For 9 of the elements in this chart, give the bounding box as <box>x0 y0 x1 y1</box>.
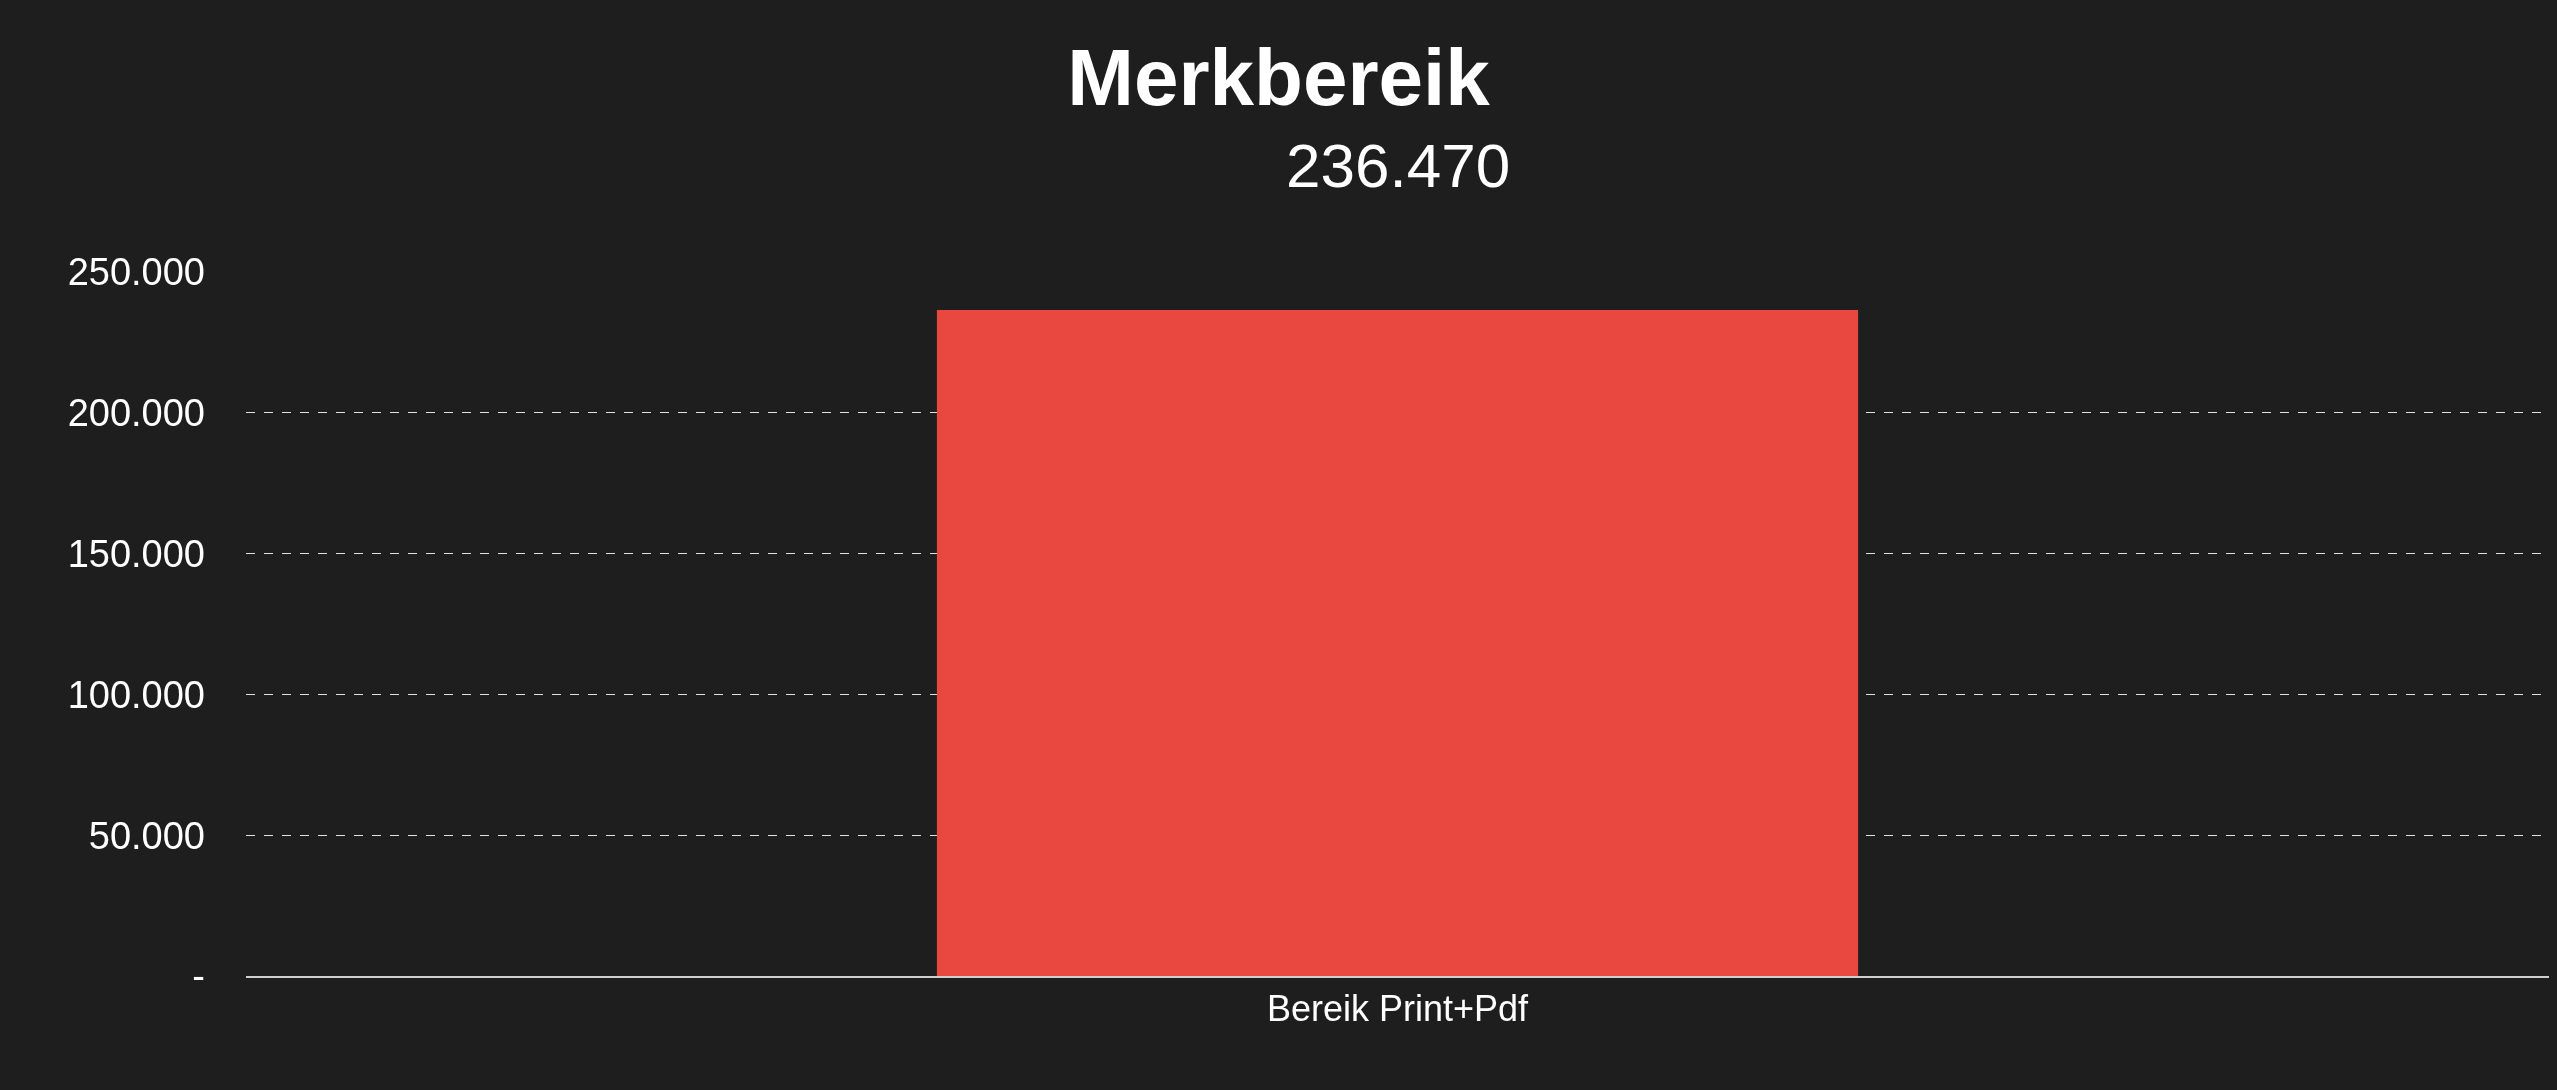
y-tick-label: 100.000 <box>67 673 205 716</box>
y-tick-label: 150.000 <box>67 532 205 575</box>
y-tick-label: 50.000 <box>88 814 205 857</box>
y-tick-label: 250.000 <box>67 251 205 294</box>
x-tick-label: Bereik Print+Pdf <box>1266 988 1530 1030</box>
chart-title: Merkbereik <box>1067 33 1491 123</box>
y-tick-label: 200.000 <box>67 392 205 435</box>
chart-subtitle: 236.470 <box>1286 131 1511 200</box>
y-tick-label: - <box>192 955 205 998</box>
